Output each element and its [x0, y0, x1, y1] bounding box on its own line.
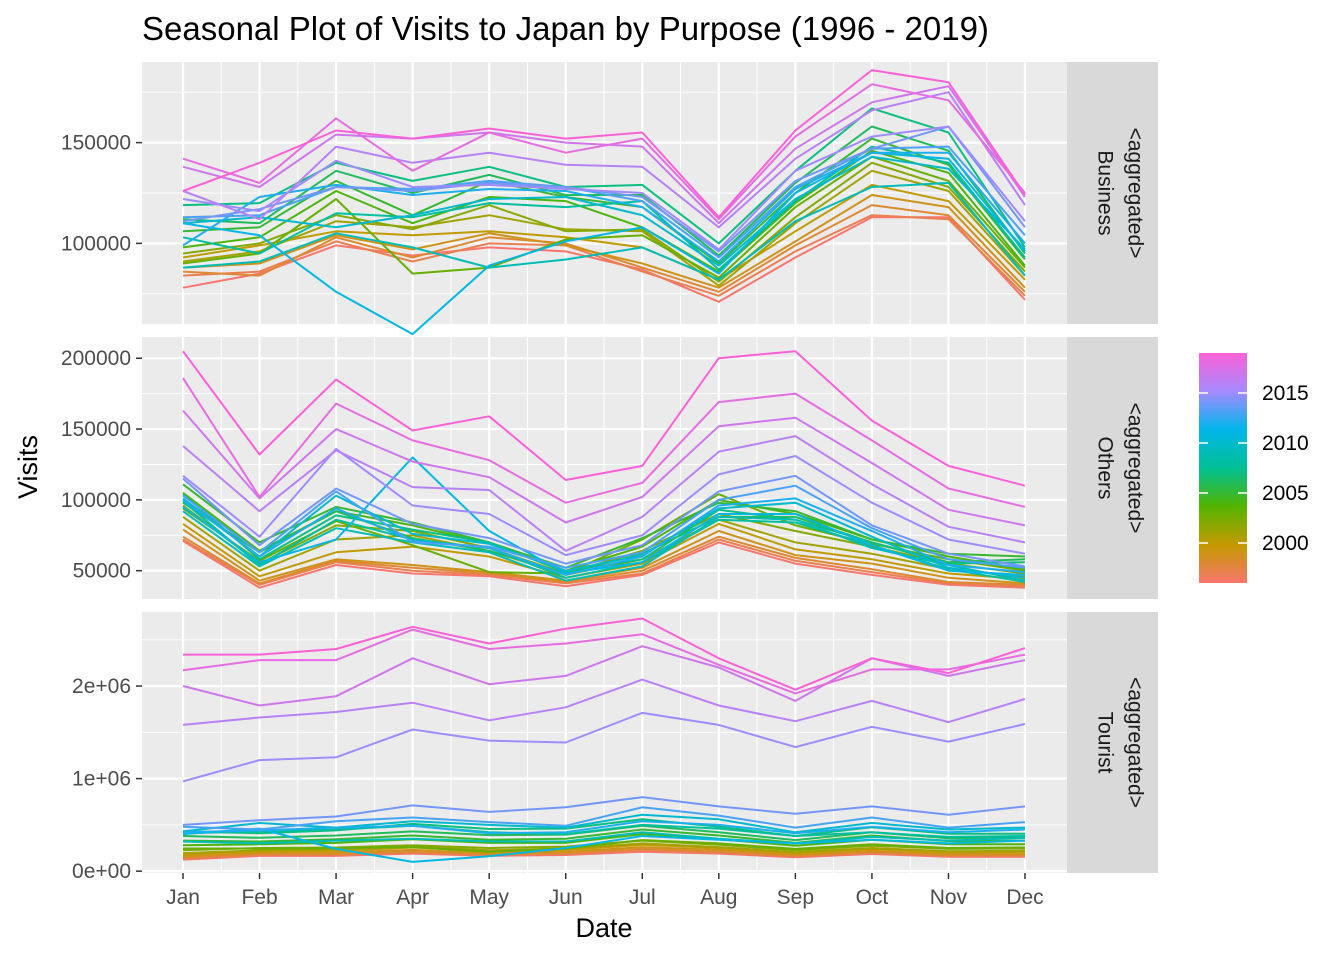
- facet-strip-label: Tourist: [1094, 712, 1117, 774]
- series-line-1998: [182, 847, 1026, 859]
- series-line-2019: [182, 350, 1026, 487]
- series-line-2015: [182, 447, 1026, 557]
- series-line-2018: [182, 628, 1026, 695]
- series-line-1996: [182, 540, 1026, 589]
- x-tick-label: Oct: [856, 886, 889, 909]
- series-line-2017: [182, 85, 1026, 225]
- color-legend: 2000 2005 2010 2015: [1199, 353, 1309, 583]
- legend-label: 2000: [1262, 532, 1309, 555]
- series-line-2009: [182, 181, 1026, 281]
- series-line-2003: [182, 155, 1026, 279]
- series-line-1996: [182, 216, 1026, 303]
- legend-label: 2010: [1262, 432, 1309, 455]
- series-line-1997: [182, 214, 1026, 297]
- x-tick-label: Jan: [166, 886, 200, 909]
- x-tick-label: Jun: [549, 886, 583, 909]
- series-group: [182, 69, 1026, 336]
- series-line-2009: [182, 831, 1026, 845]
- series-line-2016: [182, 435, 1026, 552]
- y-tick-label: 200000: [61, 347, 131, 370]
- series-line-2017: [182, 409, 1026, 527]
- y-tick-label: 150000: [61, 132, 131, 155]
- chart-title: Seasonal Plot of Visits to Japan by Purp…: [142, 10, 989, 47]
- facet-strip-label: Others: [1094, 436, 1117, 499]
- series-line-2012: [182, 497, 1026, 576]
- facet-strip: [1067, 62, 1158, 324]
- series-line-2016: [182, 678, 1026, 726]
- series-line-2019: [183, 617, 1026, 691]
- series-line-2011: [182, 456, 1026, 576]
- series-line-2001: [182, 842, 1026, 855]
- panel-business: 100000 150000 <aggregated> Business: [61, 62, 1158, 336]
- y-axis-title: Visits: [13, 435, 43, 499]
- series-line-2019: [182, 69, 1026, 219]
- x-tick-label: Sep: [777, 886, 814, 909]
- y-tick-label: 0e+00: [72, 860, 131, 883]
- x-tick-label: Mar: [318, 886, 354, 909]
- series-line-2000: [182, 183, 1026, 281]
- series-line-2013: [182, 484, 1026, 569]
- series-line-2013: [182, 806, 1026, 831]
- y-tick-label: 50000: [73, 560, 131, 583]
- x-axis: Jan Feb Mar Apr May Jun Jul Aug Sep Oct Nov Dec: [166, 873, 1044, 909]
- series-line-2015: [182, 125, 1026, 251]
- series-line-2014: [182, 796, 1026, 826]
- series-line-1997: [182, 538, 1026, 588]
- panel-others: 50000 100000 150000 200000 <aggregated> Other…: [61, 337, 1158, 599]
- y-tick-label: 1e+06: [72, 768, 131, 791]
- legend-label: 2005: [1262, 482, 1309, 505]
- x-axis-title: Date: [575, 913, 632, 943]
- series-line-2010: [182, 813, 1026, 834]
- y-tick-label: 100000: [61, 489, 131, 512]
- series-line-2012: [182, 820, 1026, 835]
- series-line-2010: [182, 155, 1026, 267]
- panel-tourist: 0e+00 1e+06 2e+06 <aggregated> Tourist: [72, 612, 1158, 883]
- facet-strip-label: <aggregated>: [1124, 677, 1147, 808]
- y-tick-label: 100000: [61, 232, 131, 255]
- facet-strip-label: <aggregated>: [1124, 403, 1147, 534]
- facet-strip-label: <aggregated>: [1124, 128, 1147, 259]
- y-tick-label: 150000: [61, 418, 131, 441]
- series-line-1999: [182, 846, 1026, 858]
- x-tick-label: Apr: [396, 886, 429, 909]
- series-line-2011: [182, 827, 1026, 863]
- series-group: [182, 617, 1026, 863]
- facet-strip: [1067, 612, 1158, 873]
- x-tick-label: May: [469, 886, 509, 909]
- facet-strip: [1067, 337, 1158, 599]
- series-line-2005: [182, 828, 1026, 844]
- x-tick-label: Nov: [930, 886, 968, 909]
- series-group: [182, 350, 1026, 589]
- x-tick-label: Feb: [241, 886, 277, 909]
- colorbar: [1199, 353, 1247, 583]
- series-line-2018: [182, 83, 1026, 221]
- x-tick-label: Aug: [700, 886, 737, 909]
- x-tick-label: Jul: [629, 886, 656, 909]
- series-line-2014: [182, 474, 1026, 568]
- series-line-2010: [182, 494, 1026, 579]
- series-line-2016: [182, 91, 1026, 229]
- legend-label: 2015: [1262, 382, 1309, 405]
- series-line-2008: [182, 823, 1026, 838]
- y-tick-label: 2e+06: [72, 675, 131, 698]
- series-line-1998: [182, 535, 1026, 586]
- facet-strip-label: Business: [1094, 150, 1117, 235]
- series-line-1998: [182, 204, 1026, 293]
- series-line-2015: [182, 711, 1026, 783]
- series-line-2009: [182, 510, 1026, 582]
- series-line-2018: [182, 377, 1026, 508]
- chart-panels: 100000 150000 <aggregated> Business 50000 100…: [61, 62, 1158, 909]
- x-tick-label: Dec: [1006, 886, 1043, 909]
- series-line-2005: [182, 137, 1026, 265]
- series-line-2012: [182, 151, 1026, 263]
- series-line-2003: [183, 839, 1026, 853]
